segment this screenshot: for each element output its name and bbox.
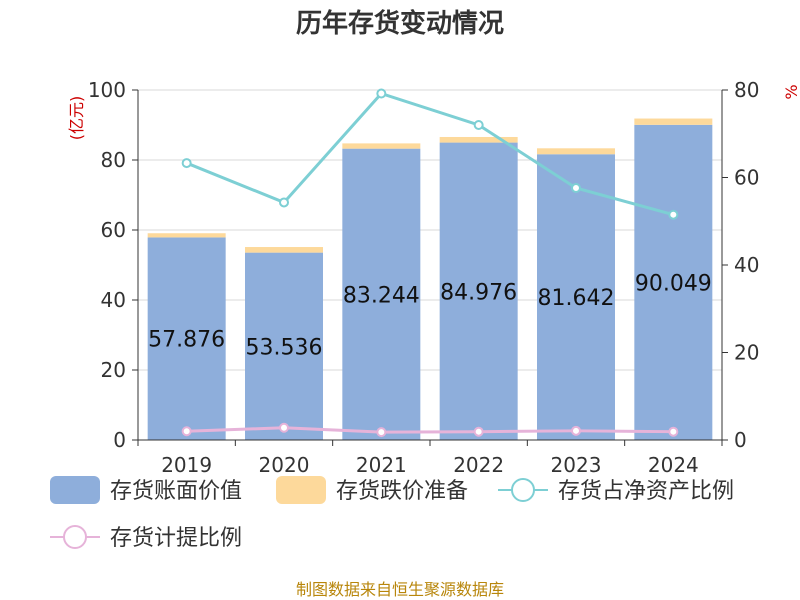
- right-axis-tick-label: 0: [734, 428, 747, 452]
- bar-book-value: [537, 154, 615, 441]
- series-point: [376, 427, 387, 438]
- bar-impairment-reserve: [537, 148, 615, 155]
- bars: [147, 118, 713, 441]
- right-axis-unit: %: [782, 84, 800, 99]
- source-footer: 制图数据来自恒生聚源数据库: [296, 580, 504, 599]
- left-axis-tick-label: 0: [113, 428, 126, 452]
- bar-value-label: 90.049: [635, 271, 712, 296]
- x-axis-tick-label: 2021: [356, 453, 407, 477]
- lines: [181, 88, 679, 438]
- bar-value-label: 84.976: [440, 280, 517, 305]
- legend-label: 存货占净资产比例: [558, 479, 734, 504]
- bar-value-label: 83.244: [343, 283, 420, 308]
- right-axis-tick-label: 80: [734, 78, 759, 102]
- series-point: [279, 197, 289, 208]
- series-point: [181, 426, 192, 437]
- series-line: [186, 426, 674, 434]
- left-axis-tick-label: 20: [101, 358, 126, 382]
- series-point: [473, 426, 484, 437]
- left-axis-unit: (亿元): [67, 96, 86, 141]
- chart-title: 历年存货变动情况: [296, 8, 504, 39]
- bar-value-label: 53.536: [246, 335, 323, 360]
- bar-impairment-reserve: [634, 118, 713, 125]
- bar-book-value: [147, 237, 226, 440]
- legend-label: 存货账面价值: [110, 479, 242, 504]
- bar-value-label: 57.876: [148, 328, 225, 353]
- left-axis-tick-label: 40: [101, 288, 126, 312]
- left-axis-tick-label: 60: [101, 218, 126, 242]
- series-point: [668, 426, 679, 437]
- bar-book-value: [342, 148, 421, 440]
- bar-impairment-reserve: [439, 136, 518, 143]
- left-axis-tick-label: 80: [101, 148, 126, 172]
- legend-label: 存货计提比例: [110, 526, 242, 551]
- bar-impairment-reserve: [342, 143, 421, 149]
- series-point: [279, 422, 289, 433]
- left-axis-tick-label: 100: [88, 78, 126, 102]
- legend-swatch-marker: [63, 525, 87, 549]
- bar-impairment-reserve: [245, 247, 323, 253]
- right-axis-tick-label: 20: [734, 341, 759, 365]
- data-labels: 57.876 53.536 83.244 84.976 81.642 90.049: [148, 271, 712, 360]
- bar-book-value: [634, 124, 713, 441]
- right-axis-tick-label: 60: [734, 166, 759, 190]
- series-point: [571, 183, 581, 193]
- x-axis-tick-label: 2022: [453, 453, 504, 477]
- bar-book-value: [439, 142, 518, 441]
- right-axis-tick-label: 40: [734, 253, 759, 277]
- bar-impairment-reserve: [147, 233, 226, 238]
- axes: 0 20 40 60 80 100 0 20 40 60 80 2019 2020 2021 2022 202…: [88, 78, 760, 477]
- legend-swatch: [50, 476, 100, 504]
- bar-book-value: [245, 252, 323, 440]
- x-axis-tick-label: 2020: [259, 453, 310, 477]
- series-point: [181, 158, 192, 169]
- series-point: [376, 88, 387, 99]
- x-axis-tick-label: 2023: [551, 453, 602, 477]
- x-axis-tick-label: 2024: [648, 453, 699, 477]
- legend-swatch-marker: [511, 478, 535, 502]
- bar-value-label: 81.642: [538, 286, 615, 311]
- x-axis-tick-label: 2019: [161, 453, 212, 477]
- series-point: [571, 425, 581, 436]
- legend-label: 存货跌价准备: [336, 479, 468, 504]
- series-line: [186, 91, 674, 217]
- series-point: [473, 120, 484, 130]
- series-point: [668, 209, 679, 220]
- legend-swatch: [276, 476, 326, 504]
